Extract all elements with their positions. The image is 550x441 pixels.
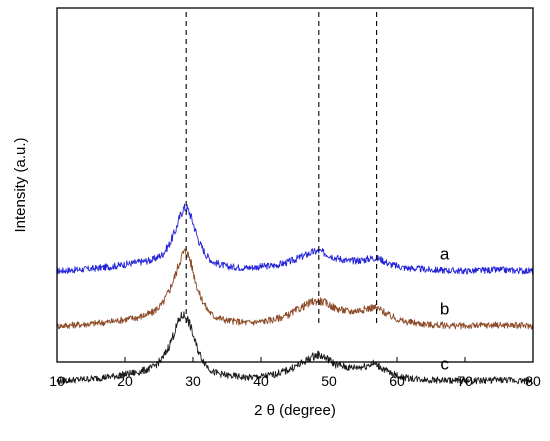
x-tick-label: 60 bbox=[389, 373, 405, 389]
series-line-b bbox=[56, 248, 534, 330]
x-tick-label: 40 bbox=[253, 373, 269, 389]
y-axis-label: Intensity (a.u.) bbox=[12, 137, 29, 232]
series-line-a bbox=[56, 203, 534, 275]
series-line-c bbox=[56, 311, 534, 385]
plot-frame bbox=[56, 7, 534, 363]
x-tick-label: 20 bbox=[117, 373, 133, 389]
x-tick-label: 30 bbox=[185, 373, 201, 389]
series-label-a: a bbox=[440, 244, 450, 263]
x-tick-label: 50 bbox=[321, 373, 337, 389]
series-labels: a b c bbox=[440, 244, 450, 373]
series-label-b: b bbox=[440, 299, 449, 318]
reference-lines bbox=[185, 12, 378, 326]
x-axis-label: 2 θ (degree) bbox=[254, 402, 336, 419]
x-tick-label: 10 bbox=[49, 373, 65, 389]
x-tick-label: 70 bbox=[457, 373, 473, 389]
x-tick-label: 80 bbox=[525, 373, 541, 389]
x-axis-ticks: 10 20 30 40 50 60 70 80 bbox=[49, 357, 541, 389]
series-label-c: c bbox=[440, 354, 449, 373]
series-curves bbox=[56, 203, 534, 385]
